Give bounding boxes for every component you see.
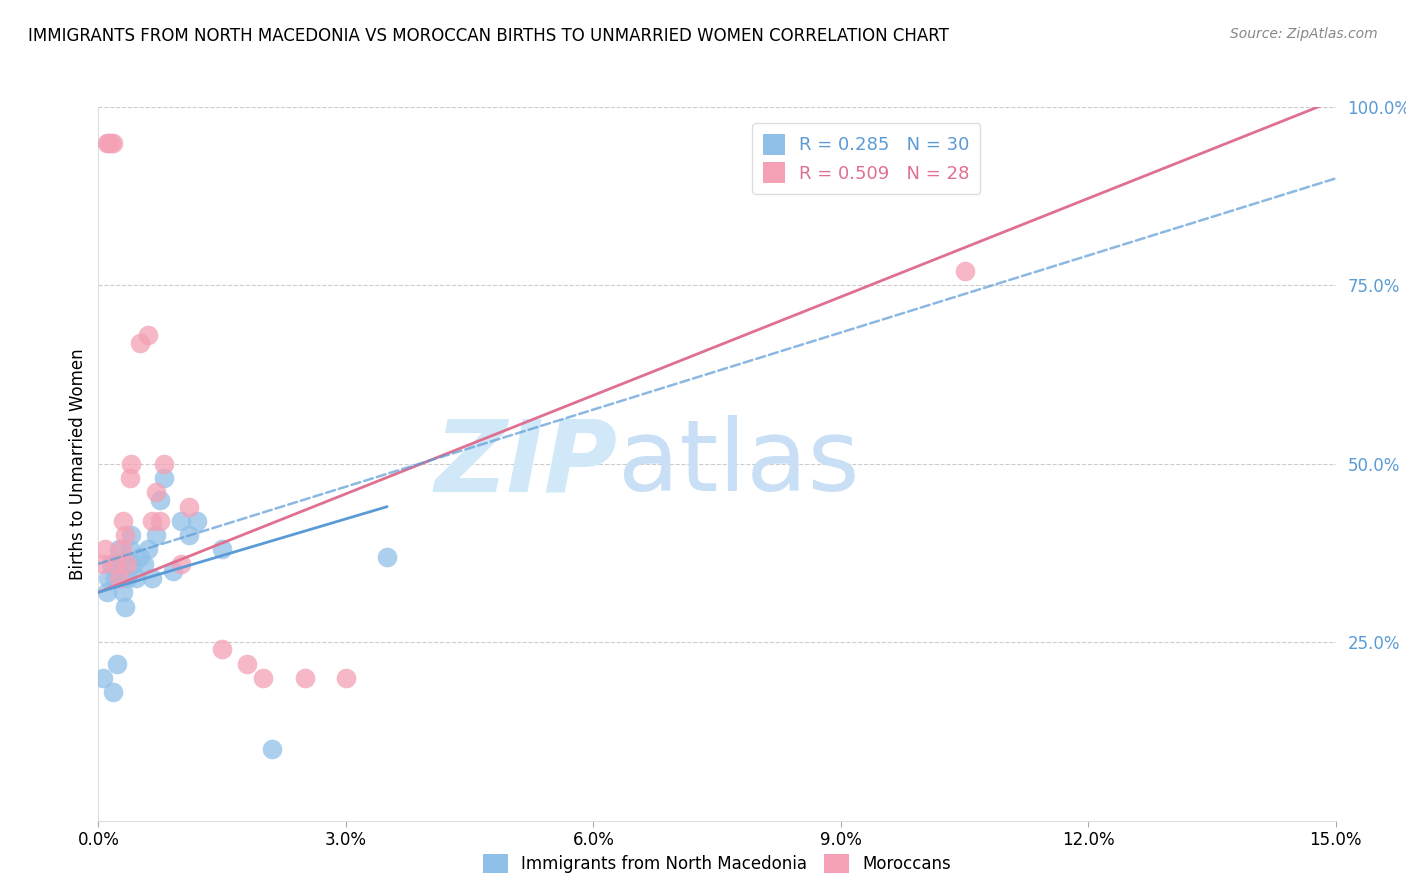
- Point: [186, 514, 208, 528]
- Point: [117, 571, 139, 585]
- Point: [112, 514, 135, 528]
- Point: [120, 528, 142, 542]
- Point: [114, 528, 136, 542]
- Point: [162, 564, 184, 578]
- Y-axis label: Births to Unmarried Women: Births to Unmarried Women: [69, 348, 87, 580]
- Point: [375, 549, 398, 564]
- Point: [335, 671, 357, 685]
- Point: [103, 685, 125, 699]
- Point: [112, 585, 135, 599]
- Point: [153, 471, 176, 485]
- Point: [260, 742, 283, 756]
- Point: [294, 671, 316, 685]
- Point: [252, 671, 274, 685]
- Point: [132, 557, 155, 571]
- Point: [149, 492, 172, 507]
- Point: [179, 528, 201, 542]
- Point: [122, 557, 145, 571]
- Point: [110, 557, 132, 571]
- Point: [118, 542, 141, 557]
- Point: [91, 557, 114, 571]
- Point: [100, 557, 122, 571]
- Point: [141, 514, 163, 528]
- Point: [211, 642, 233, 657]
- Point: [120, 457, 142, 471]
- Point: [94, 542, 117, 557]
- Point: [110, 542, 132, 557]
- Point: [105, 657, 128, 671]
- Point: [96, 136, 118, 150]
- Point: [141, 571, 163, 585]
- Point: [104, 557, 127, 571]
- Text: Source: ZipAtlas.com: Source: ZipAtlas.com: [1230, 27, 1378, 41]
- Point: [145, 528, 167, 542]
- Point: [104, 571, 127, 585]
- Point: [108, 542, 131, 557]
- Point: [100, 136, 122, 150]
- Point: [103, 136, 125, 150]
- Point: [96, 585, 118, 599]
- Point: [118, 471, 141, 485]
- Point: [236, 657, 259, 671]
- Point: [149, 514, 172, 528]
- Point: [117, 557, 139, 571]
- Point: [108, 571, 131, 585]
- Point: [145, 485, 167, 500]
- Text: ZIP: ZIP: [434, 416, 619, 512]
- Point: [97, 571, 120, 585]
- Point: [136, 542, 159, 557]
- Point: [179, 500, 201, 514]
- Point: [170, 514, 193, 528]
- Legend: Immigrants from North Macedonia, Moroccans: Immigrants from North Macedonia, Morocca…: [477, 847, 957, 880]
- Text: atlas: atlas: [619, 416, 859, 512]
- Point: [136, 328, 159, 343]
- Text: IMMIGRANTS FROM NORTH MACEDONIA VS MOROCCAN BIRTHS TO UNMARRIED WOMEN CORRELATIO: IMMIGRANTS FROM NORTH MACEDONIA VS MOROC…: [28, 27, 949, 45]
- Point: [124, 571, 146, 585]
- Point: [128, 335, 150, 350]
- Point: [153, 457, 176, 471]
- Point: [114, 599, 136, 614]
- Point: [91, 671, 114, 685]
- Point: [170, 557, 193, 571]
- Point: [128, 549, 150, 564]
- Point: [211, 542, 233, 557]
- Point: [953, 264, 976, 278]
- Point: [97, 136, 120, 150]
